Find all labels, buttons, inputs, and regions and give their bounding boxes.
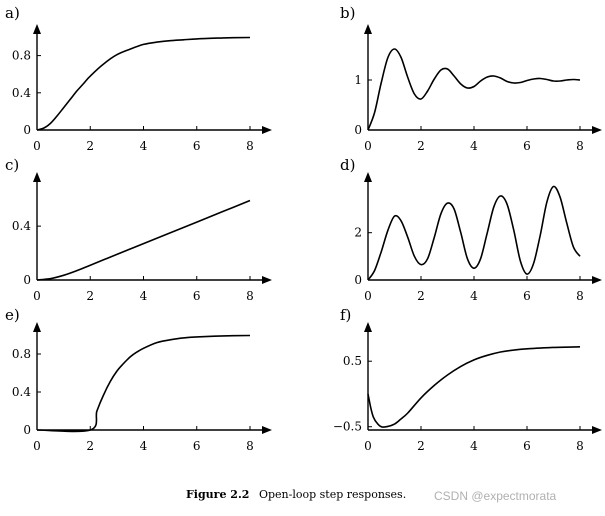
y-tick-label: 0 [23, 123, 31, 137]
panel-label: d) [340, 156, 355, 174]
x-tick-label: 4 [140, 289, 148, 303]
response-curve [36, 36, 251, 131]
chart-panel-1: a) 0 2 4 6 8 0 0.4 0.8 [5, 4, 272, 153]
y-tick-label: 1 [354, 73, 362, 87]
y-tick-label: 0.4 [12, 219, 31, 233]
x-tick-label: 2 [86, 289, 94, 303]
response-curve [36, 334, 251, 433]
x-axis-arrow [262, 276, 272, 284]
figure-caption: Figure 2.2 Open-loop step responses. [186, 488, 406, 501]
x-tick-label: 8 [576, 289, 584, 303]
chart-panel-6: f) 0 2 4 6 8 −0.5 0.5 [333, 306, 602, 453]
panel-label: b) [340, 4, 355, 22]
chart-panel-5: e) 0 2 4 6 8 0 0.4 0.8 [5, 306, 272, 453]
x-tick-label: 2 [417, 439, 425, 453]
y-tick-label: 2 [354, 226, 362, 240]
y-tick-label: 0.8 [12, 347, 31, 361]
x-axis-arrow [262, 126, 272, 134]
x-tick-label: 0 [364, 289, 372, 303]
y-axis-arrow [364, 24, 372, 34]
x-tick-label: 6 [523, 289, 531, 303]
chart-panel-3: c) 0 2 4 6 8 0 0.4 [5, 156, 272, 303]
y-axis-arrow [33, 24, 41, 34]
y-tick-label: 0.4 [12, 385, 31, 399]
x-tick-label: 0 [364, 139, 372, 153]
response-curve [36, 199, 251, 281]
watermark: CSDN @expectmorata [434, 489, 557, 503]
y-tick-label: 0.4 [12, 86, 31, 100]
y-tick-label: 0 [23, 423, 31, 437]
panel-label: e) [5, 306, 20, 324]
x-tick-label: 4 [470, 439, 478, 453]
x-tick-label: 6 [193, 439, 201, 453]
chart-panel-2: b) 0 2 4 6 8 0 1 [340, 4, 602, 153]
x-tick-label: 6 [193, 139, 201, 153]
panel-label: a) [5, 4, 20, 22]
y-tick-label: 0 [354, 273, 362, 287]
x-tick-label: 2 [417, 289, 425, 303]
y-axis-arrow [364, 172, 372, 182]
x-tick-label: 2 [86, 439, 94, 453]
x-tick-label: 6 [523, 139, 531, 153]
x-tick-label: 4 [140, 439, 148, 453]
y-axis-arrow [364, 322, 372, 332]
x-tick-label: 0 [33, 289, 41, 303]
y-tick-label: 0 [23, 273, 31, 287]
x-tick-label: 6 [193, 289, 201, 303]
response-curve [367, 48, 581, 131]
caption-number: Figure 2.2 [186, 488, 250, 501]
x-axis-arrow [592, 126, 602, 134]
x-tick-label: 4 [470, 289, 478, 303]
response-curve [367, 346, 581, 428]
x-tick-label: 8 [246, 289, 254, 303]
x-tick-label: 4 [140, 139, 148, 153]
panel-label: f) [340, 306, 351, 324]
y-tick-label: 0.8 [12, 49, 31, 63]
y-tick-label: 0.5 [343, 354, 362, 368]
panel-label: c) [5, 156, 19, 174]
caption-text: Open-loop step responses. [258, 488, 407, 501]
y-axis-arrow [33, 172, 41, 182]
x-axis-arrow [592, 276, 602, 284]
x-tick-label: 4 [470, 139, 478, 153]
x-tick-label: 2 [86, 139, 94, 153]
x-tick-label: 0 [33, 439, 41, 453]
x-tick-label: 2 [417, 139, 425, 153]
x-axis-arrow [262, 426, 272, 434]
x-tick-label: 8 [576, 439, 584, 453]
x-axis-arrow [592, 426, 602, 434]
x-tick-label: 8 [246, 139, 254, 153]
chart-panel-4: d) 0 2 4 6 8 0 2 [340, 156, 602, 303]
response-curve [367, 185, 581, 281]
x-tick-label: 8 [246, 439, 254, 453]
x-tick-label: 0 [364, 439, 372, 453]
x-tick-label: 8 [576, 139, 584, 153]
y-tick-label: −0.5 [333, 420, 362, 434]
x-tick-label: 0 [33, 139, 41, 153]
y-tick-label: 0 [354, 123, 362, 137]
x-tick-label: 6 [523, 439, 531, 453]
y-axis-arrow [33, 322, 41, 332]
